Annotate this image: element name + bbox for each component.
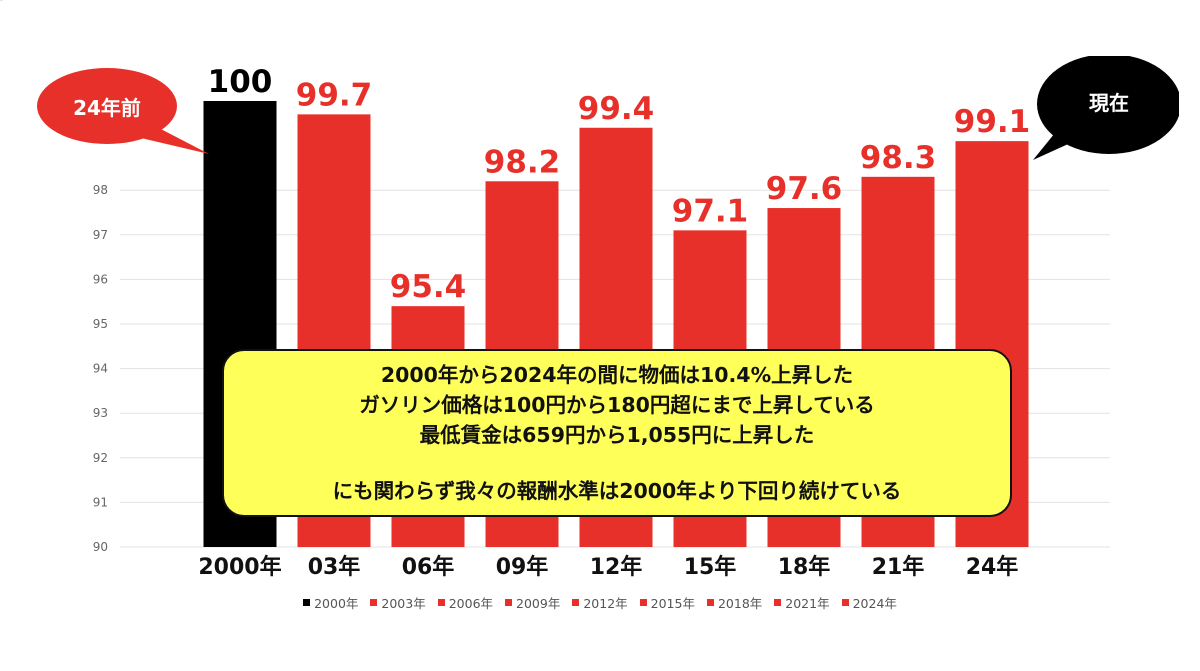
y-tick-label: 90 <box>93 540 108 554</box>
legend-item: 2015年 <box>639 593 695 612</box>
y-axis-ticks: 90 91 92 93 94 95 96 97 98 <box>93 183 108 554</box>
right-speech-bubble: 現在 <box>1033 56 1179 160</box>
category-label: 03年 <box>308 554 361 580</box>
value-label: 97.6 <box>766 171 843 207</box>
legend-swatch <box>841 599 849 606</box>
annotation-callout: 2000年から2024年の間に物価は10.4%上昇した ガソリン価格は100円か… <box>222 349 1012 517</box>
y-tick-label: 91 <box>93 495 108 509</box>
callout-line-3: 最低賃金は659円から1,055円に上昇した <box>419 423 815 447</box>
legend-item: 2018年 <box>706 593 763 612</box>
legend-item: 2021年 <box>774 593 830 612</box>
right-bubble-label: 現在 <box>1089 90 1129 115</box>
value-label: 99.7 <box>296 77 373 113</box>
legend-label: 2006年 <box>448 596 494 611</box>
legend-label: 2018年 <box>717 596 763 611</box>
legend-label: 2003年 <box>381 596 426 611</box>
left-bubble-shape <box>37 68 209 154</box>
y-tick-label: 95 <box>93 317 108 331</box>
y-tick-label: 96 <box>93 272 108 286</box>
legend-item: 2000年 <box>303 593 358 612</box>
y-tick-label: 93 <box>93 406 108 420</box>
legend-swatch <box>303 599 311 606</box>
category-label: 12年 <box>590 554 643 580</box>
value-label: 98.2 <box>484 144 561 180</box>
legend-label: 2000年 <box>314 596 359 611</box>
legend-item: 2009年 <box>505 593 560 612</box>
value-label: 98.3 <box>860 140 937 176</box>
category-label: 24年 <box>966 554 1019 580</box>
value-label: 99.4 <box>578 91 655 127</box>
legend-label: 2009年 <box>516 596 561 611</box>
legend-swatch <box>774 599 782 606</box>
legend-item: 2012年 <box>572 593 628 612</box>
value-label: 99.1 <box>954 104 1031 140</box>
left-bubble-label: 24年前 <box>73 95 141 120</box>
legend-swatch <box>505 599 513 606</box>
callout-conclusion: にも関わらず我々の報酬水準は2000年より下回り続けている <box>332 479 902 503</box>
chart-legend: 2000年 2003年 2006年 2009年 2012年 2015年 2018年 2021年… <box>0 593 1200 612</box>
legend-label: 2021年 <box>785 596 830 611</box>
category-label: 2000年 <box>198 554 281 580</box>
legend-swatch <box>639 599 647 606</box>
value-label: 100 <box>208 64 273 100</box>
y-tick-label: 92 <box>93 451 108 465</box>
legend-item: 2006年 <box>437 593 494 612</box>
category-label: 06年 <box>402 554 455 580</box>
legend-swatch <box>706 599 714 606</box>
legend-label: 2012年 <box>583 596 628 611</box>
legend-label: 2015年 <box>650 596 695 611</box>
y-tick-label: 98 <box>93 183 108 197</box>
legend-item: 2003年 <box>370 593 426 612</box>
category-label: 09年 <box>496 554 549 580</box>
category-label: 21年 <box>872 554 925 580</box>
callout-line-1: 2000年から2024年の間に物価は10.4%上昇した <box>380 363 854 387</box>
left-speech-bubble: 24年前 <box>37 68 209 154</box>
legend-swatch <box>437 599 445 606</box>
value-label: 97.1 <box>672 193 749 229</box>
legend-swatch <box>370 599 378 606</box>
y-tick-label: 97 <box>93 228 108 242</box>
category-labels: 2000年 03年 06年 09年 12年 15年 18年 21年 24年 <box>198 554 1018 580</box>
value-labels: 100 99.7 95.4 98.2 99.4 97.1 97.6 98.3 99.1 <box>208 64 1031 305</box>
value-label: 95.4 <box>390 269 467 305</box>
legend-swatch <box>572 599 580 606</box>
legend-label: 2024年 <box>852 596 897 611</box>
legend-item: 2024年 <box>841 593 897 612</box>
category-label: 15年 <box>684 554 737 580</box>
category-label: 18年 <box>778 554 831 580</box>
callout-line-2: ガソリン価格は100円から180円超にまで上昇している <box>359 393 875 417</box>
right-bubble-shape <box>1033 56 1179 160</box>
y-tick-label: 94 <box>93 362 108 376</box>
